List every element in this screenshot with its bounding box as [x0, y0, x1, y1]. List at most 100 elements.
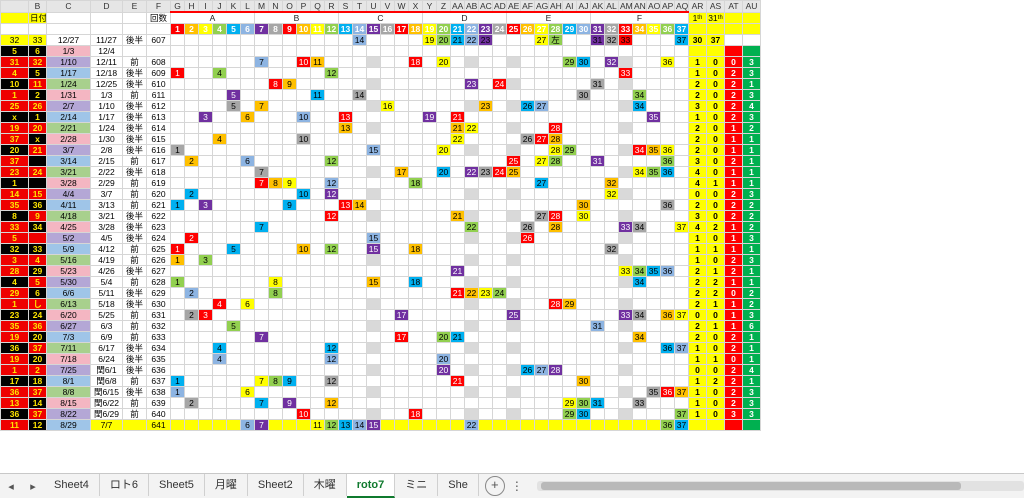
data-cell[interactable]	[268, 232, 283, 244]
data-cell[interactable]	[338, 67, 353, 79]
data-cell[interactable]: 5/9	[46, 243, 91, 255]
data-cell[interactable]: 6/6	[46, 287, 91, 299]
data-cell[interactable]	[464, 100, 479, 112]
data-cell[interactable]	[576, 232, 591, 244]
data-cell[interactable]	[170, 287, 185, 299]
data-cell[interactable]: 1	[28, 111, 47, 123]
data-cell[interactable]	[548, 276, 563, 288]
summary-cell[interactable]: 22	[464, 34, 479, 46]
data-cell[interactable]: 15	[366, 419, 381, 431]
data-cell[interactable]	[296, 100, 311, 112]
data-cell[interactable]	[450, 353, 465, 365]
data-cell[interactable]	[576, 353, 591, 365]
data-cell[interactable]	[604, 353, 619, 365]
data-cell[interactable]: 閏6/1	[90, 364, 123, 376]
data-cell[interactable]	[422, 276, 437, 288]
column-header[interactable]: E	[122, 0, 147, 13]
data-cell[interactable]	[310, 144, 325, 156]
data-cell[interactable]	[464, 89, 479, 101]
data-cell[interactable]: 0	[706, 397, 725, 409]
data-cell[interactable]	[506, 265, 521, 277]
data-cell[interactable]	[464, 177, 479, 189]
data-cell[interactable]	[394, 89, 409, 101]
data-cell[interactable]	[534, 188, 549, 200]
data-cell[interactable]: 7	[254, 419, 269, 431]
data-cell[interactable]	[590, 56, 605, 68]
data-cell[interactable]	[184, 331, 199, 343]
data-cell[interactable]: 1	[688, 353, 707, 365]
data-cell[interactable]	[492, 155, 507, 167]
data-cell[interactable]: 9	[282, 177, 297, 189]
data-cell[interactable]: 4	[688, 177, 707, 189]
data-cell[interactable]	[240, 67, 255, 79]
data-cell[interactable]	[184, 45, 199, 57]
data-cell[interactable]	[240, 276, 255, 288]
data-cell[interactable]	[310, 155, 325, 167]
column-header[interactable]: B	[28, 0, 47, 13]
data-cell[interactable]	[506, 45, 521, 57]
data-cell[interactable]	[576, 166, 591, 178]
data-cell[interactable]: 4	[212, 298, 227, 310]
data-cell[interactable]: 2	[688, 320, 707, 332]
data-cell[interactable]: 2	[724, 188, 743, 200]
data-cell[interactable]	[198, 386, 213, 398]
data-cell[interactable]	[548, 56, 563, 68]
data-cell[interactable]	[268, 221, 283, 233]
data-cell[interactable]	[674, 100, 689, 112]
data-cell[interactable]	[660, 100, 675, 112]
number-header-cell[interactable]: 35	[646, 23, 661, 35]
data-cell[interactable]: 5/4	[90, 276, 123, 288]
data-cell[interactable]	[660, 320, 675, 332]
data-cell[interactable]: 609	[146, 67, 171, 79]
data-cell[interactable]	[324, 276, 339, 288]
data-cell[interactable]: 613	[146, 111, 171, 123]
data-cell[interactable]	[646, 309, 661, 321]
data-cell[interactable]	[198, 375, 213, 387]
data-cell[interactable]	[310, 45, 325, 57]
data-cell[interactable]: 2	[688, 199, 707, 211]
data-cell[interactable]	[268, 397, 283, 409]
data-cell[interactable]: 29	[562, 144, 577, 156]
column-header[interactable]: F	[146, 0, 171, 13]
data-cell[interactable]: 2/28	[46, 133, 91, 145]
number-header-cell[interactable]: 18	[408, 23, 423, 35]
data-cell[interactable]: 614	[146, 122, 171, 134]
data-cell[interactable]	[464, 386, 479, 398]
data-cell[interactable]	[520, 276, 535, 288]
data-cell[interactable]	[422, 298, 437, 310]
data-cell[interactable]	[646, 133, 661, 145]
data-cell[interactable]	[366, 331, 381, 343]
data-cell[interactable]	[310, 210, 325, 222]
data-cell[interactable]: 1	[688, 386, 707, 398]
data-cell[interactable]	[170, 155, 185, 167]
sheet-tab-5[interactable]: 木曜	[304, 474, 347, 496]
data-cell[interactable]: 1	[742, 353, 761, 365]
data-cell[interactable]: 35	[646, 265, 661, 277]
data-cell[interactable]: 13	[338, 122, 353, 134]
data-cell[interactable]	[170, 342, 185, 354]
data-cell[interactable]	[184, 133, 199, 145]
data-cell[interactable]: 閏6/15	[90, 386, 123, 398]
data-cell[interactable]	[436, 45, 451, 57]
data-cell[interactable]: 30	[576, 408, 591, 420]
data-cell[interactable]: 36	[28, 320, 47, 332]
data-cell[interactable]	[282, 111, 297, 123]
data-cell[interactable]	[226, 45, 241, 57]
data-cell[interactable]: 20	[436, 56, 451, 68]
data-cell[interactable]: 1	[170, 276, 185, 288]
data-cell[interactable]	[198, 78, 213, 90]
data-cell[interactable]: 2/7	[46, 100, 91, 112]
data-cell[interactable]	[254, 408, 269, 420]
data-cell[interactable]: 10	[296, 111, 311, 123]
data-cell[interactable]: 2	[724, 199, 743, 211]
data-cell[interactable]: 18	[408, 243, 423, 255]
data-cell[interactable]	[282, 276, 297, 288]
data-cell[interactable]: 30	[576, 89, 591, 101]
data-cell[interactable]	[520, 78, 535, 90]
data-cell[interactable]	[646, 89, 661, 101]
data-cell[interactable]	[534, 353, 549, 365]
data-cell[interactable]	[436, 89, 451, 101]
next-sheet-icon[interactable]: ▸	[30, 480, 36, 493]
data-cell[interactable]	[380, 199, 395, 211]
data-cell[interactable]: 37	[28, 386, 47, 398]
